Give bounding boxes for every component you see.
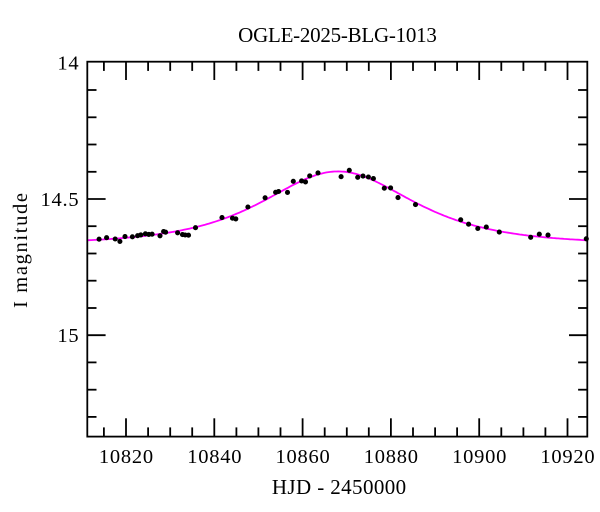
- svg-text:HJD - 2450000: HJD - 2450000: [272, 475, 407, 499]
- svg-text:10880: 10880: [364, 446, 419, 468]
- svg-text:I magnitude: I magnitude: [10, 191, 32, 308]
- svg-text:14.5: 14.5: [41, 189, 80, 211]
- svg-text:10820: 10820: [99, 446, 154, 468]
- svg-text:OGLE-2025-BLG-1013: OGLE-2025-BLG-1013: [238, 23, 436, 47]
- svg-text:10860: 10860: [276, 446, 331, 468]
- svg-text:14: 14: [57, 53, 79, 75]
- svg-text:10900: 10900: [452, 446, 507, 468]
- svg-text:10840: 10840: [187, 446, 242, 468]
- svg-text:10920: 10920: [540, 446, 595, 468]
- svg-text:15: 15: [57, 325, 79, 347]
